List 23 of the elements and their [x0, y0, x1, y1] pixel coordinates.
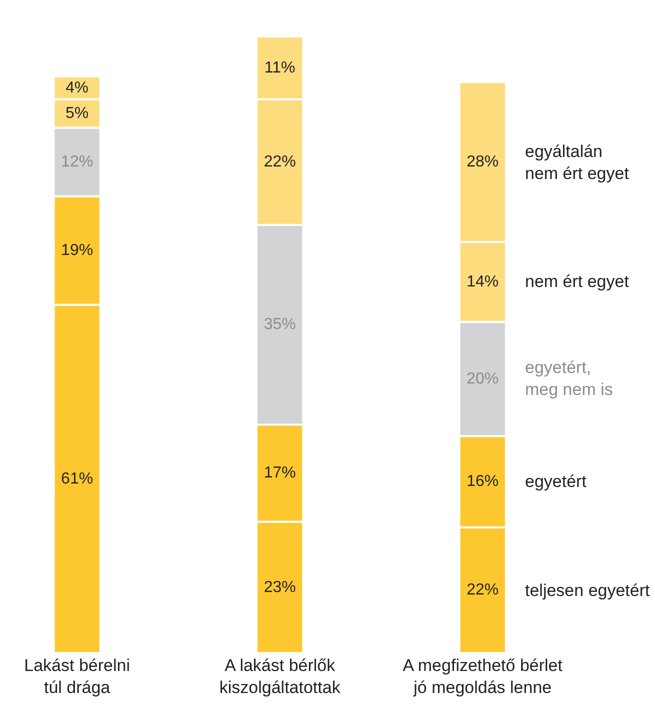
data-label: 12% [61, 154, 94, 171]
data-label: 28% [466, 154, 499, 171]
data-label: 5% [65, 105, 89, 122]
data-label: 17% [264, 464, 296, 482]
data-label: 14% [466, 273, 499, 290]
data-label: 19% [61, 242, 94, 260]
data-label: 23% [264, 578, 296, 596]
x-tick-label: Lakást bérelni túl drága [24, 656, 130, 698]
series-label: egyetért [525, 472, 587, 491]
x-tick-label: A megfizethető bérlet jó megoldás lenne [402, 656, 563, 698]
data-label: 35% [264, 316, 296, 334]
x-tick-label: A lakást bérlők kiszolgáltatottak [219, 656, 341, 698]
series-label: egyetért, meg nem is [525, 358, 613, 400]
data-label: 22% [466, 582, 499, 599]
data-label: 4% [66, 79, 89, 96]
data-label: 16% [466, 473, 499, 490]
series-label: egyáltalán nem ért egyet [525, 142, 630, 184]
data-label: 61% [61, 470, 94, 488]
data-label: 22% [264, 154, 296, 171]
series-label: nem ért egyet [525, 272, 630, 291]
data-label: 11% [264, 59, 296, 76]
data-label: 20% [466, 370, 499, 388]
series-label: teljesen egyetért [525, 581, 650, 600]
